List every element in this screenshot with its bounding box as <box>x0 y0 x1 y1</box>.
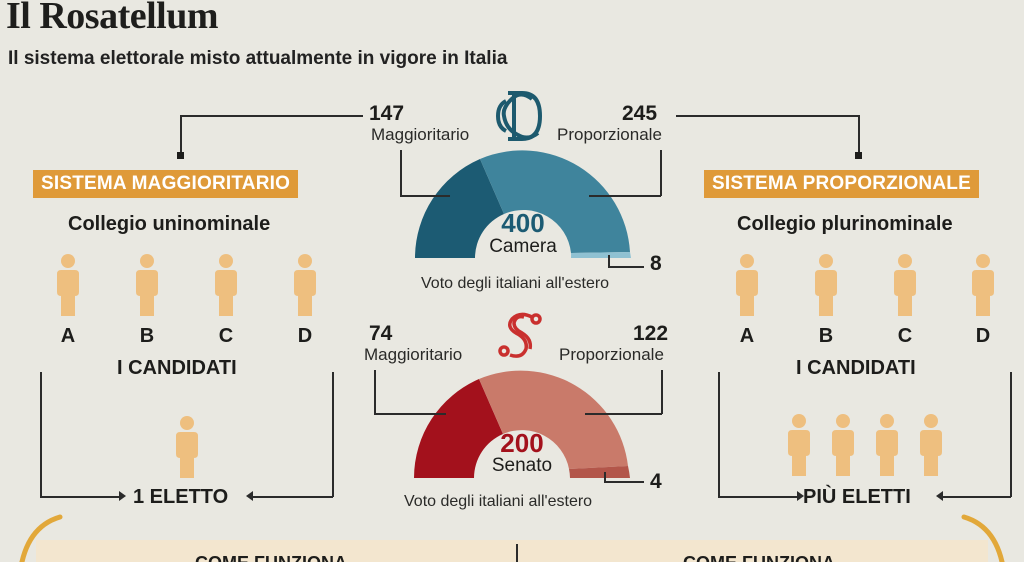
candidates-heading: I CANDIDATI <box>796 357 916 379</box>
college-plurinominale: Collegio plurinominale <box>737 213 953 235</box>
candidate-letter: D <box>975 325 991 347</box>
senato-total: 200 <box>500 428 544 458</box>
how-it-works-panel <box>36 540 988 562</box>
candidate-figure-b <box>811 252 841 321</box>
candidates-heading: I CANDIDATI <box>117 357 237 379</box>
senato-maggioritario-label: Maggioritario <box>364 345 463 364</box>
elected-figure <box>916 412 946 481</box>
flow-line <box>40 496 120 498</box>
leader-line <box>604 481 644 483</box>
camera-proporzionale-label: Proporzionale <box>557 125 662 144</box>
flow-line <box>1010 372 1012 497</box>
connector-end <box>177 152 184 159</box>
candidate-letter: A <box>739 325 755 347</box>
arrow-right-icon <box>797 491 804 501</box>
candidate-letter: C <box>897 325 913 347</box>
camera-estero-label: Voto degli italiani all'estero <box>421 275 610 292</box>
senato-name: Senato <box>491 455 553 476</box>
candidate-letter: B <box>818 325 834 347</box>
candidate-letter: B <box>139 325 155 347</box>
connector-end <box>855 152 862 159</box>
leader-line <box>608 255 610 267</box>
flow-line <box>253 496 333 498</box>
connector-line <box>180 115 363 117</box>
connector-line <box>180 115 182 155</box>
candidate-figure-d <box>290 252 320 321</box>
flow-line <box>718 372 720 497</box>
panel-divider <box>516 544 518 562</box>
page-subtitle: Il sistema elettorale misto attualmente … <box>8 48 508 69</box>
camera-maggioritario-count: 147 <box>369 102 405 125</box>
arrow-left-icon <box>246 491 253 501</box>
leader-line <box>400 195 450 197</box>
candidate-figure-d <box>968 252 998 321</box>
how-it-works-left-heading: COME FUNZIONA <box>195 553 347 562</box>
candidate-letter: A <box>60 325 76 347</box>
senato-proporzionale-label: Proporzionale <box>559 345 664 364</box>
camera-monogram-icon <box>492 85 550 152</box>
candidate-figure-c <box>890 252 920 321</box>
camera-proporzionale-count: 245 <box>622 102 658 125</box>
arrow-left-icon <box>936 491 943 501</box>
flow-line <box>718 496 798 498</box>
system-maggioritario-label: SISTEMA MAGGIORITARIO <box>33 170 299 198</box>
decorative-arc-right <box>960 513 1010 562</box>
elected-label: PIÙ ELETTI <box>803 486 911 508</box>
system-proporzionale-label: SISTEMA PROPORZIONALE <box>704 170 979 198</box>
candidate-letter: C <box>218 325 234 347</box>
leader-line <box>660 150 662 196</box>
camera-maggioritario-label: Maggioritario <box>371 125 470 144</box>
elected-figure <box>872 412 902 481</box>
leader-line <box>604 472 606 482</box>
senato-estero-label: Voto degli italiani all'estero <box>404 493 593 510</box>
leader-line <box>374 370 376 414</box>
candidate-figure-c <box>211 252 241 321</box>
candidate-figure-a <box>53 252 83 321</box>
camera-name: Camera <box>489 236 557 257</box>
senato-hemicycle-chart <box>411 368 633 485</box>
candidate-figure-b <box>132 252 162 321</box>
leader-line <box>589 195 661 197</box>
camera-estero-count: 8 <box>650 252 662 275</box>
elected-figure <box>172 414 202 483</box>
flow-line <box>40 372 42 497</box>
elected-figure <box>784 412 814 481</box>
decorative-arc-left <box>14 513 64 562</box>
how-it-works-right-heading: COME FUNZIONA <box>683 553 835 562</box>
senato-maggioritario-count: 74 <box>369 322 393 345</box>
camera-hemicycle-chart <box>412 148 634 265</box>
leader-line <box>374 413 446 415</box>
page-title: Il Rosatellum <box>6 0 219 37</box>
flow-line <box>332 372 334 497</box>
candidate-figure-a <box>732 252 762 321</box>
senato-s-icon <box>494 307 550 368</box>
connector-line <box>676 115 860 117</box>
leader-line <box>585 413 662 415</box>
flow-line <box>943 496 1011 498</box>
candidate-letter: D <box>297 325 313 347</box>
leader-line <box>400 150 402 196</box>
leader-line <box>661 370 663 414</box>
elected-figure <box>828 412 858 481</box>
senato-proporzionale-count: 122 <box>633 322 669 345</box>
leader-line <box>608 266 644 268</box>
senato-estero-count: 4 <box>650 470 662 493</box>
elected-label: 1 ELETTO <box>133 486 229 508</box>
college-uninominale: Collegio uninominale <box>68 213 271 235</box>
camera-total: 400 <box>501 208 545 238</box>
arrow-right-icon <box>119 491 126 501</box>
connector-line <box>858 115 860 155</box>
